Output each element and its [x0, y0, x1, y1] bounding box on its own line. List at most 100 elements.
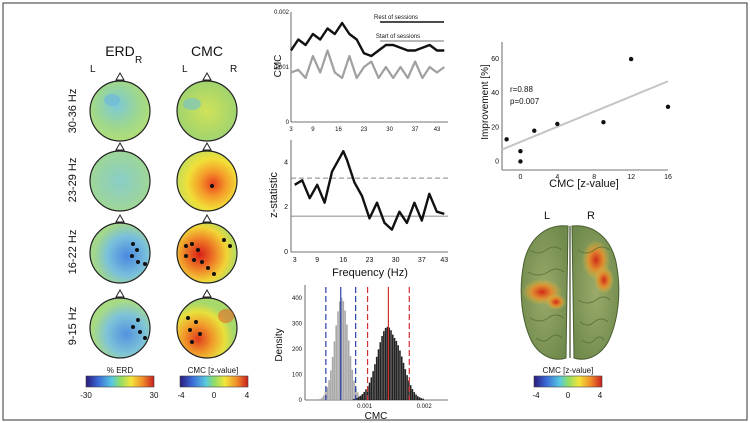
electrode-dot: [138, 330, 142, 334]
x-axis-label: Frequency (Hz): [332, 267, 408, 279]
observed-histogram-bar: [383, 331, 385, 400]
cmc-spectrum-chart: 0 0.001 0.002 3 9 16 23 30 37 43 CMC Rest of ses…: [273, 10, 448, 133]
observed-histogram-bar: [372, 371, 374, 400]
observed-histogram-bar: [393, 337, 396, 400]
electrode-dot: [190, 340, 194, 344]
null-histogram-bar: [347, 340, 350, 400]
x-axis-label: CMC [z-value]: [549, 178, 619, 190]
observed-histogram-bar: [415, 394, 417, 400]
observed-histogram-bar: [365, 389, 367, 400]
left-label-erd: L: [90, 64, 96, 75]
y-tick-label: 0.002: [274, 10, 290, 16]
density-histogram: 0 100 200 300 400 0.001 0.002 Density CMC: [274, 285, 448, 422]
electrode-dot: [131, 242, 135, 246]
observed-histogram-bar: [397, 345, 399, 400]
col-label-erd: ERD: [105, 43, 135, 59]
observed-histogram-bar: [395, 340, 398, 400]
x-tick-label: 3: [289, 127, 293, 133]
electrode-dot: [136, 318, 140, 322]
x-tick-label: 3: [293, 257, 297, 264]
observed-histogram-bar: [411, 389, 414, 400]
y-tick-label: 300: [292, 321, 303, 327]
scatter-point: [628, 56, 634, 62]
scatter-point: [601, 120, 606, 125]
null-histogram-bar: [337, 311, 339, 400]
series-start-line: [290, 49, 445, 80]
y-tick-label: 40: [491, 90, 499, 97]
electrode-dot: [188, 328, 192, 332]
head-erd-9-15: [89, 288, 151, 359]
band-label-9-15: 9-15 Hz: [67, 307, 79, 346]
erd-colorbar: [85, 375, 155, 388]
null-histogram-bar: [344, 310, 346, 400]
x-tick-label: 37: [418, 257, 426, 264]
x-tick-label: 23: [366, 257, 374, 264]
y-axis-label: CMC: [273, 55, 284, 78]
right-label-erd: R: [135, 55, 142, 66]
brain-left-label: L: [544, 210, 550, 222]
electrode-dot: [212, 272, 216, 276]
y-tick-label: 100: [292, 372, 303, 378]
electrode-dot: [198, 332, 202, 336]
x-axis-label: CMC: [365, 411, 388, 422]
y-tick-label: 0: [286, 120, 290, 126]
scatter-point: [504, 137, 509, 142]
electrode-dot: [222, 238, 226, 242]
electrode-dot: [206, 266, 210, 270]
left-label-cmc: L: [182, 64, 188, 75]
x-tick-label: 0: [518, 174, 522, 181]
x-tick-label: 8: [592, 174, 596, 181]
erd-colorbar-min: -30: [80, 391, 92, 400]
brain-colorbar-tick: -4: [532, 391, 540, 400]
brain-colorbar-tick: 4: [598, 391, 603, 400]
x-tick-label: 37: [412, 127, 419, 133]
y-tick-label: 4: [284, 159, 288, 166]
brain-colorbar-label: CMC [z-value]: [543, 366, 594, 375]
x-tick-label: 16: [339, 257, 347, 264]
observed-histogram-bar: [406, 375, 408, 400]
observed-histogram-bar: [356, 398, 358, 400]
x-tick-label: 30: [392, 257, 400, 264]
y-tick-label: 60: [491, 56, 499, 63]
electrode-dot: [200, 260, 204, 264]
brain-right-label: R: [587, 210, 595, 222]
annotation-p: p=0.007: [510, 97, 540, 106]
band-label-23-29: 23-29 Hz: [67, 158, 79, 203]
observed-histogram-bar: [352, 399, 355, 400]
electrode-dot: [228, 244, 232, 248]
x-tick-label: 43: [440, 257, 448, 264]
z-statistic-chart: 0 2 4 3 9 16 23 30 37 43 z-statistic Frequency (…: [268, 140, 448, 279]
scatter-point: [518, 149, 523, 154]
y-tick-label: 200: [292, 347, 303, 353]
observed-histogram-bar: [377, 349, 380, 400]
cmc-colorbar-tick: 0: [212, 391, 217, 400]
annotation-r: r=0.88: [510, 85, 533, 94]
null-histogram-bar: [330, 370, 332, 400]
null-histogram-bar: [335, 325, 337, 400]
z-statistic-line: [294, 149, 445, 231]
observed-histogram-bar: [417, 396, 419, 400]
observed-histogram-bar: [366, 386, 369, 400]
x-tick-label: 16: [335, 127, 342, 133]
electrode-dot: [135, 248, 139, 252]
y-axis-label: Improvement [%]: [480, 64, 491, 140]
electrode-dot: [184, 244, 188, 248]
head-cmc-9-15: [176, 288, 238, 359]
null-histogram-bar: [351, 369, 354, 400]
y-tick-label: 0: [495, 158, 499, 165]
legend-rest: Rest of sessions: [374, 15, 418, 21]
electrode-dot: [192, 258, 196, 262]
null-histogram-bar: [353, 380, 355, 400]
observed-histogram-bar: [400, 356, 403, 400]
cmc-colorbar-tick: -4: [177, 391, 185, 400]
erd-colorbar-label: % ERD: [107, 366, 133, 375]
brain-left-hemisphere: [520, 225, 569, 360]
right-label-cmc: R: [230, 64, 237, 75]
brain-rendering: L R CMC [z-value] -4 0 4: [520, 210, 620, 400]
band-label-30-36: 30-36 Hz: [67, 89, 79, 134]
x-tick-label: 0.001: [357, 404, 373, 410]
scatter-point: [518, 159, 523, 164]
electrode-dot: [190, 242, 194, 246]
y-axis-label: z-statistic: [268, 172, 280, 218]
head-cmc-30-36: [176, 71, 238, 142]
